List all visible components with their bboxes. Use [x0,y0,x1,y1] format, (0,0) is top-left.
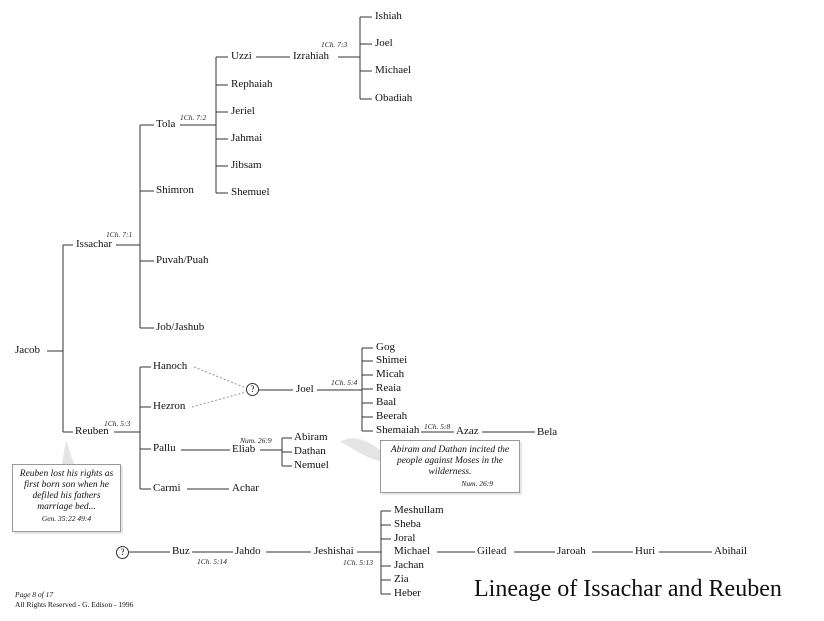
person-nemuel: Nemuel [294,459,329,471]
note-abiram: Abiram and Dathan incited the people aga… [380,440,520,493]
ref-reuben: 1Ch. 5:3 [104,419,131,428]
person-pallu: Pallu [153,442,176,454]
person-azaz: Azaz [456,425,479,437]
person-jacob: Jacob [15,344,41,356]
person-baal: Baal [376,396,397,408]
person-eliab: Eliab [232,443,256,455]
person-reaia: Reaia [376,382,402,394]
note-pointer-reuben [62,440,74,464]
person-uzzi: Uzzi [231,50,252,62]
person-jeriel: Jeriel [231,105,255,117]
unknown-ancestor-marker: ? [116,546,129,559]
note-reuben-cite: Gen. 35:22 49:4 [41,514,92,523]
person-hanoch: Hanoch [153,360,188,372]
page-title: Lineage of Issachar and Reuben [474,576,782,602]
person-gog: Gog [376,341,395,353]
note-pointer-abiram [340,438,381,461]
person-huri: Huri [635,545,656,557]
person-bela: Bela [537,426,558,438]
person-michael-izrahiah: Michael [375,64,412,76]
note-reuben-text: Reuben lost his rights as first born son… [19,469,114,512]
person-izrahiah: Izrahiah [293,50,330,62]
ref-joel: 1Ch. 5:4 [331,378,358,387]
person-puvah: Puvah/Puah [156,254,209,266]
ref-jeshishai: 1Ch. 5:13 [343,558,373,567]
person-job: Job/Jashub [156,321,205,333]
person-jibsam: Jibsam [231,159,262,171]
ref-jahdo: 1Ch. 5:14 [197,557,227,566]
person-heber: Heber [394,587,421,599]
person-carmi: Carmi [153,482,181,494]
person-jahdo: Jahdo [235,545,261,557]
person-buz: Buz [172,545,190,557]
person-shemuel: Shemuel [231,186,270,198]
copyright: All Rights Reserved - G. Edison - 1996 [15,600,134,609]
page-number: Page 8 of 17 [15,590,54,599]
person-joral: Joral [394,532,416,544]
person-hezron: Hezron [153,400,186,412]
person-shimron: Shimron [156,184,194,196]
person-rephaiah: Rephaiah [231,78,273,90]
person-zia: Zia [394,573,409,585]
person-reuben: Reuben [75,425,109,437]
person-jeshishai: Jeshishai [314,545,354,557]
person-gilead: Gilead [477,545,507,557]
person-abiram: Abiram [294,431,328,443]
person-jaroah: Jaroah [557,545,586,557]
person-tola: Tola [156,118,176,130]
person-ishiah: Ishiah [375,10,402,22]
ref-tola: 1Ch. 7:2 [180,113,207,122]
person-micah: Micah [376,368,405,380]
person-achar: Achar [232,482,259,494]
person-beerah: Beerah [376,410,408,422]
note-reuben: Reuben lost his rights as first born son… [12,464,121,532]
person-jachan: Jachan [394,559,424,571]
ref-izrahiah: 1Ch. 7:3 [321,40,348,49]
unknown-parent-marker: ? [246,383,259,396]
person-joel-reuben: Joel [296,383,314,395]
person-issachar: Issachar [76,238,113,250]
person-shemaiah: Shemaiah [376,424,420,436]
person-meshullam: Meshullam [394,504,444,516]
person-dathan: Dathan [294,445,326,457]
person-michael-jeshishai: Michael [394,545,431,557]
ref-shemaiah: 1Ch. 5:8 [424,422,451,431]
note-abiram-cite: Num. 26:9 [461,479,493,488]
note-abiram-text: Abiram and Dathan incited the people aga… [390,445,510,477]
person-joel-izrahiah: Joel [375,37,393,49]
person-sheba: Sheba [394,518,421,530]
ref-issachar: 1Ch. 7:1 [106,230,133,239]
person-jahmai: Jahmai [231,132,263,144]
person-abihail: Abihail [714,545,747,557]
person-obadiah: Obadiah [375,92,413,104]
ref-eliab: Num. 26:9 [240,436,272,445]
person-shimei: Shimei [376,354,408,366]
